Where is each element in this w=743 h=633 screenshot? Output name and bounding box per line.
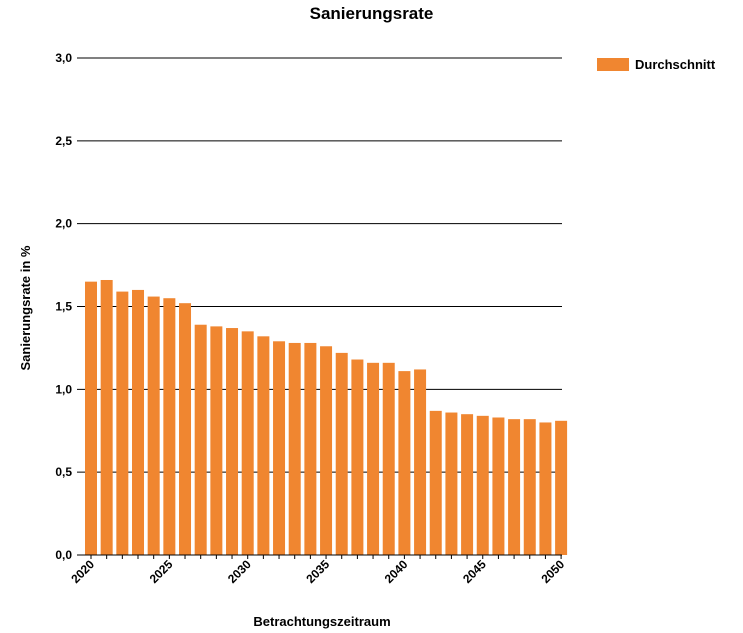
x-tick-label: 2020 (68, 557, 97, 586)
bar (539, 422, 551, 555)
x-axis-label: Betrachtungszeitraum (253, 614, 390, 629)
bar (289, 343, 301, 555)
bar (414, 369, 426, 555)
x-tick-label: 2035 (303, 557, 332, 586)
bar (226, 328, 238, 555)
y-tick-label: 3,0 (55, 51, 72, 65)
bar (508, 419, 520, 555)
bar (430, 411, 442, 555)
bar (461, 414, 473, 555)
bar (445, 413, 457, 555)
y-tick-label: 2,5 (55, 134, 72, 148)
bar (116, 292, 128, 555)
bar (383, 363, 395, 555)
bar (398, 371, 410, 555)
bar (555, 421, 567, 555)
x-tick-label: 2040 (382, 557, 411, 586)
bar (148, 297, 160, 555)
bar (477, 416, 489, 555)
x-tick-label: 2025 (147, 557, 176, 586)
y-tick-label: 1,5 (55, 300, 72, 314)
bar (163, 298, 175, 555)
bar (304, 343, 316, 555)
bar (195, 325, 207, 555)
x-tick-label: 2030 (225, 557, 254, 586)
bar (367, 363, 379, 555)
x-tick-label: 2050 (538, 557, 567, 586)
y-tick-label: 1,0 (55, 382, 72, 396)
y-tick-label: 0,5 (55, 465, 72, 479)
y-axis-label: Sanierungsrate in % (18, 245, 33, 370)
bar (320, 346, 332, 555)
bar-layer (85, 280, 567, 555)
bar (101, 280, 113, 555)
bar (351, 360, 363, 555)
bar (524, 419, 536, 555)
bar (210, 326, 222, 555)
bar (132, 290, 144, 555)
bar (492, 417, 504, 555)
bar (179, 303, 191, 555)
x-tick-label: 2045 (460, 557, 489, 586)
y-tick-label: 2,0 (55, 217, 72, 231)
y-tick-label: 0,0 (55, 548, 72, 562)
bar (257, 336, 269, 555)
bar (85, 282, 97, 555)
bar (242, 331, 254, 555)
bar (273, 341, 285, 555)
bar (336, 353, 348, 555)
